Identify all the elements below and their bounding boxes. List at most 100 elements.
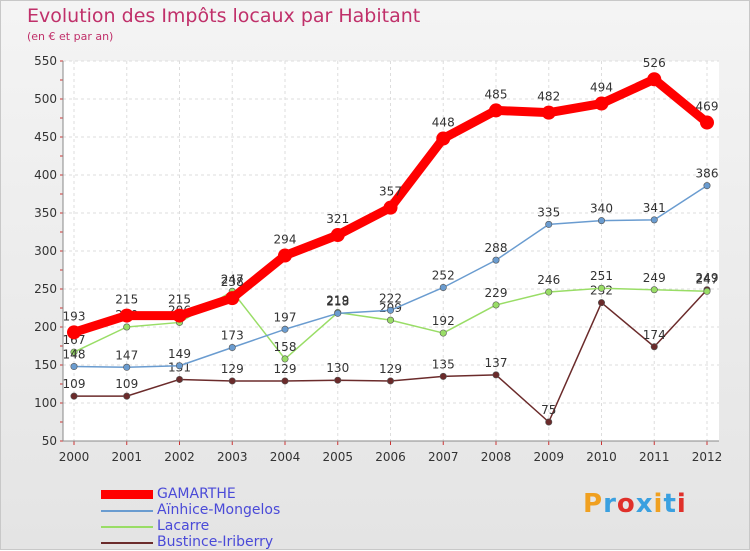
data-point	[650, 343, 658, 351]
data-point	[70, 348, 78, 356]
data-point	[545, 288, 553, 296]
data-label: 247	[696, 272, 719, 286]
y-tick-label: 550	[34, 54, 57, 68]
data-point	[330, 228, 345, 243]
data-label: 174	[643, 328, 666, 342]
logo-letter: i	[676, 489, 687, 519]
data-label: 251	[590, 269, 613, 283]
y-tick-label: 100	[34, 396, 57, 410]
logo-letter: r	[603, 489, 617, 519]
data-point	[123, 363, 131, 371]
data-label: 238	[221, 275, 244, 289]
x-tick-label: 2007	[428, 450, 459, 464]
data-point	[439, 283, 447, 291]
legend-swatch-bustince-iriberry	[101, 542, 153, 544]
chart-title: Evolution des Impôts locaux par Habitant	[27, 5, 421, 27]
legend-label-bustince-iriberry: Bustince-Iriberry	[157, 534, 274, 550]
data-label: 469	[696, 100, 719, 114]
data-label: 494	[590, 81, 613, 95]
legend-swatch-lacarre	[101, 526, 153, 528]
y-tick-label: 150	[34, 358, 57, 372]
data-point	[278, 248, 292, 263]
data-label: 109	[63, 377, 86, 391]
data-point	[703, 182, 711, 190]
data-label: 386	[696, 167, 719, 181]
data-label: 129	[379, 362, 402, 376]
data-point	[492, 301, 500, 309]
data-label: 526	[643, 56, 666, 70]
data-point	[383, 200, 398, 215]
data-point	[492, 256, 500, 264]
data-label: 218	[326, 294, 349, 308]
data-label: 158	[274, 340, 297, 354]
legend-label-lacarre: Lacarre	[157, 518, 210, 534]
data-label: 167	[63, 333, 86, 347]
data-label: 294	[274, 233, 297, 247]
y-tick-label: 300	[34, 244, 57, 258]
data-label: 173	[221, 329, 244, 343]
data-point	[123, 392, 131, 400]
legend-swatch-ainhice-mongelos	[101, 510, 153, 512]
data-label: 340	[590, 202, 613, 216]
legend-label-gamarthe: GAMARTHE	[157, 486, 236, 502]
x-tick-label: 2012	[692, 450, 723, 464]
data-point	[70, 363, 78, 371]
data-label: 192	[432, 314, 455, 328]
data-point	[281, 325, 289, 333]
data-point	[228, 344, 236, 352]
logo-letter: i	[653, 489, 664, 519]
y-tick-label: 50	[42, 434, 57, 448]
data-point	[650, 216, 658, 224]
y-tick-label: 450	[34, 130, 57, 144]
data-label: 288	[485, 241, 508, 255]
logo-letter: o	[616, 489, 636, 519]
x-tick-label: 2006	[375, 450, 406, 464]
data-point	[172, 308, 187, 323]
x-tick-label: 2009	[533, 450, 564, 464]
x-tick-label: 2011	[639, 450, 670, 464]
data-label: 137	[485, 356, 508, 370]
data-point	[489, 103, 503, 118]
x-tick-label: 2000	[59, 450, 90, 464]
legend-label-ainhice-mongelos: Aïnhice-Mongelos	[157, 502, 281, 518]
data-label: 147	[115, 348, 138, 362]
x-tick-label: 2005	[322, 450, 353, 464]
data-label: 482	[537, 90, 560, 104]
x-tick-label: 2001	[111, 450, 142, 464]
data-label: 247	[221, 272, 244, 286]
data-point	[597, 284, 605, 292]
data-label: 135	[432, 357, 455, 371]
data-label: 246	[537, 273, 560, 287]
data-label: 485	[485, 87, 508, 101]
data-label: 249	[643, 271, 666, 285]
data-point	[334, 309, 342, 317]
data-point	[123, 323, 131, 331]
data-point	[650, 286, 658, 294]
data-point	[700, 115, 714, 130]
data-point	[703, 287, 711, 295]
x-tick-label: 2004	[270, 450, 301, 464]
legend-swatch-gamarthe	[101, 490, 153, 499]
x-tick-label: 2002	[164, 450, 195, 464]
data-label: 219	[326, 294, 349, 308]
data-point	[436, 131, 451, 146]
data-label: 197	[274, 310, 297, 324]
data-label: 222	[379, 291, 402, 305]
data-point	[439, 372, 447, 380]
data-point	[281, 377, 289, 385]
y-tick-label: 400	[34, 168, 57, 182]
data-label: 129	[221, 362, 244, 376]
data-point	[119, 308, 134, 323]
data-label: 193	[63, 309, 86, 323]
data-label: 249	[696, 271, 719, 285]
data-label: 321	[326, 212, 349, 226]
data-label: 357	[379, 185, 402, 199]
data-label: 215	[168, 293, 191, 307]
logo-letter: t	[663, 489, 677, 519]
data-point	[439, 329, 447, 337]
data-point	[647, 72, 662, 87]
data-label: 341	[643, 201, 666, 215]
data-point	[225, 291, 240, 306]
data-label: 149	[168, 347, 191, 361]
